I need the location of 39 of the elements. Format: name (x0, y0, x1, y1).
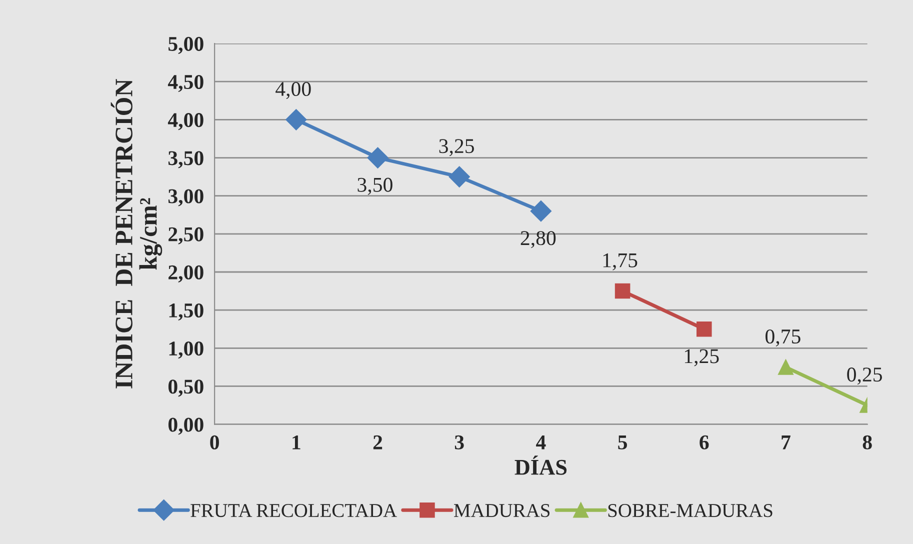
y-tick-label: 2,00 (168, 265, 204, 282)
legend-label: MADURAS (454, 504, 550, 518)
data-label: 1,25 (684, 349, 719, 366)
legend-label: SOBRE-MADURAS (608, 504, 772, 518)
y-tick-label: 0,50 (168, 380, 204, 397)
y-tick-label: 1,50 (169, 303, 204, 321)
x-tick-label: 7 (782, 436, 790, 450)
x-tick-label: 5 (618, 436, 627, 450)
y-tick-label: 2,50 (168, 227, 204, 244)
y-tick-label: 3,00 (168, 189, 204, 206)
x-tick-label: 3 (454, 435, 464, 450)
data-label: 1,75 (603, 253, 638, 270)
x-axis-title: DÍAS (514, 456, 567, 475)
data-label: 4,00 (276, 82, 311, 99)
y-tick-label: 4,50 (168, 74, 204, 92)
y-tick-label: 1,00 (169, 342, 204, 359)
y-tick-label: 3,50 (168, 151, 204, 168)
point (367, 147, 388, 168)
x-tick-label: 1 (292, 435, 300, 450)
point (614, 283, 630, 299)
x-tick-label: 0 (210, 435, 219, 450)
x-tick-label: 8 (862, 435, 872, 450)
x-tick-label: 6 (700, 435, 709, 450)
data-label: 0,25 (847, 368, 882, 385)
data-label: 0,75 (766, 329, 800, 347)
x-tick-label: 2 (373, 435, 382, 450)
y-axis-title: INDICE DE PENETRCIÓN kg/cm² (110, 79, 162, 388)
y-tick-label: 0,00 (168, 418, 204, 435)
data-label: 3,25 (439, 139, 474, 156)
y-tick-label: 5,00 (168, 36, 204, 54)
legend-label: FRUTA RECOLECTADA (190, 504, 397, 518)
x-tick-label: 4 (536, 435, 546, 450)
data-label: 3,50 (358, 178, 392, 195)
y-tick-label: 4,00 (168, 113, 204, 130)
data-label: 2,80 (520, 231, 556, 248)
point (530, 200, 552, 222)
point (448, 166, 470, 188)
point (696, 321, 712, 337)
point (286, 109, 307, 130)
